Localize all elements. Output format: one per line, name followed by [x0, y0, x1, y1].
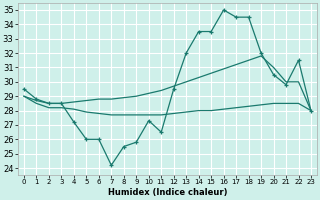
X-axis label: Humidex (Indice chaleur): Humidex (Indice chaleur): [108, 188, 227, 197]
